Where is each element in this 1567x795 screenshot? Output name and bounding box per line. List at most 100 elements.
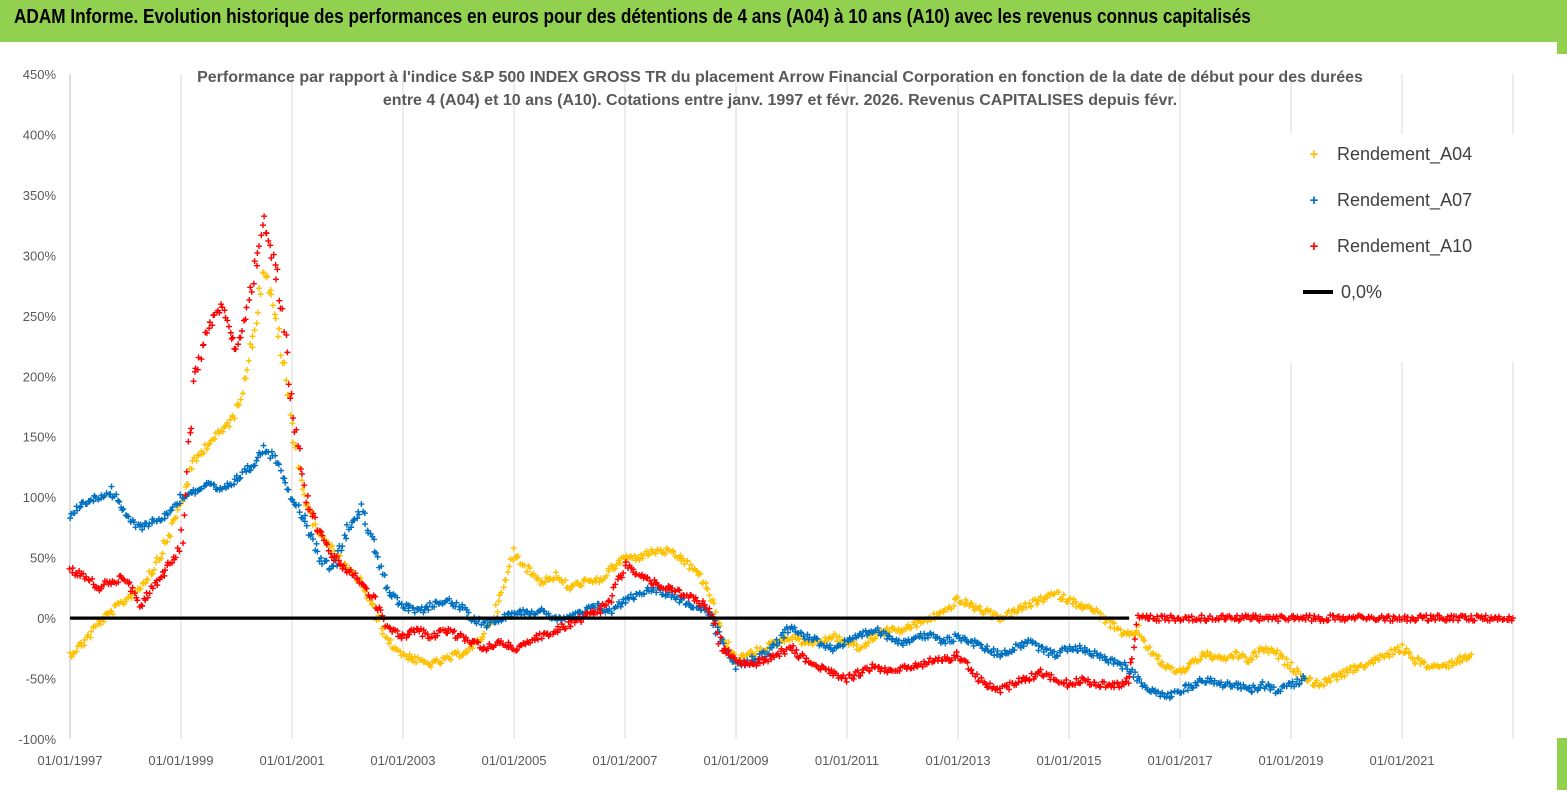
data-point [706,592,712,598]
data-point [506,564,512,570]
data-point [221,424,227,430]
legend: + Rendement_A04 + Rendement_A07 + Rendem… [1285,134,1545,362]
data-point [254,250,260,256]
chart-title-line-1: Performance par rapport à l'indice S&P 5… [100,66,1460,89]
data-point [255,310,261,316]
legend-marker-a04: + [1303,146,1325,163]
legend-item-zero: 0,0% [1303,280,1382,304]
y-tick-label: 400% [23,127,57,142]
legend-item-a07: + Rendement_A07 [1303,188,1472,212]
legend-marker-a10: + [1303,238,1325,255]
data-point [383,585,389,591]
y-tick-label: 0% [37,611,56,626]
data-point [358,501,364,507]
data-point [256,285,262,291]
data-point [362,521,368,527]
data-point [1182,683,1188,689]
data-point [297,509,303,515]
legend-label-zero: 0,0% [1341,282,1382,303]
data-point [263,230,269,236]
data-point [314,541,320,547]
y-tick-label: 450% [23,67,57,82]
y-axis: 450%400%350%300%250%200%150%100%50%0%-50… [18,67,70,747]
data-point [339,543,345,549]
legend-label-a04: Rendement_A04 [1337,144,1472,165]
data-point [191,378,197,384]
data-point [278,468,284,474]
legend-item-a04: + Rendement_A04 [1303,142,1472,166]
header-banner: ADAM Informe. Evolution historique des p… [0,0,1567,42]
legend-item-a10: + Rendement_A10 [1303,234,1472,258]
data-point [1077,643,1083,649]
data-point [299,471,305,477]
data-point [239,328,245,334]
data-point [270,302,276,308]
data-point [159,550,165,556]
corner-decoration-top [1557,42,1567,54]
data-point [1132,636,1138,642]
x-tick-label: 01/01/2019 [1258,753,1323,768]
data-point [181,512,187,518]
data-point [115,498,121,504]
data-point [1016,675,1022,681]
data-point [1131,644,1137,650]
data-point [260,222,266,228]
data-point [963,597,969,603]
data-point [1129,656,1135,662]
data-point [289,420,295,426]
data-point [505,569,511,575]
x-tick-label: 01/01/2017 [1148,753,1213,768]
data-point [301,492,307,498]
data-point [246,297,252,303]
legend-label-a10: Rendement_A10 [1337,236,1472,257]
x-tick-label: 01/01/2013 [926,753,991,768]
data-point [243,304,249,310]
y-tick-label: 250% [23,309,57,324]
data-point [275,334,281,340]
data-point [258,291,264,297]
data-point [1415,655,1421,661]
data-point [246,358,252,364]
y-tick-label: 50% [30,551,56,566]
data-point [169,520,175,526]
data-point [844,679,850,685]
data-point [184,469,190,475]
data-point [495,609,501,615]
data-point [188,425,194,431]
x-tick-label: 01/01/2021 [1370,753,1435,768]
data-point [272,311,278,317]
data-point [496,598,502,604]
data-point [281,475,287,481]
x-tick-label: 01/01/2007 [592,753,657,768]
data-point [285,487,291,493]
data-point [380,631,386,637]
data-point [296,465,302,471]
series-Rendement_A04 [67,269,1474,689]
data-point [305,493,311,499]
data-point [116,499,122,505]
data-point [260,269,266,275]
data-point [261,443,267,449]
data-point [501,584,507,590]
data-point [256,243,262,249]
data-point [269,449,275,455]
data-point [1061,592,1067,598]
data-point [276,326,282,332]
x-tick-label: 01/01/2001 [259,753,324,768]
data-point [226,324,232,330]
data-point [609,593,615,599]
data-point [229,336,235,342]
chart-title-line-2: entre 4 (A04) et 10 ans (A10). Cotations… [100,89,1460,112]
data-point [250,333,256,339]
data-point [384,584,390,590]
y-tick-label: 100% [23,490,57,505]
data-point [252,327,258,333]
data-point [802,659,808,665]
data-point [524,569,530,575]
data-point [503,577,509,583]
data-point [251,281,257,287]
y-tick-label: 350% [23,188,57,203]
data-point [243,375,249,381]
x-tick-label: 01/01/1999 [148,753,213,768]
